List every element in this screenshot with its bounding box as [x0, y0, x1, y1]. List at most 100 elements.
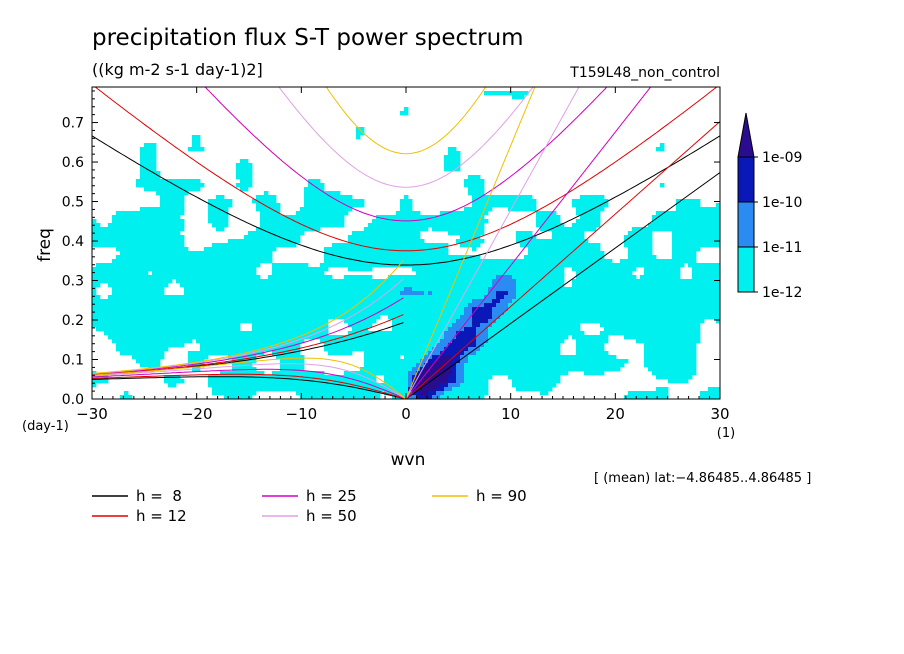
power-cell	[108, 271, 113, 276]
power-cell	[212, 351, 217, 356]
power-cell	[224, 319, 229, 324]
power-cell	[700, 219, 705, 224]
power-cell	[224, 323, 229, 328]
power-cell	[420, 263, 425, 268]
power-cell	[156, 279, 161, 284]
power-cell	[656, 327, 661, 332]
power-cell	[384, 223, 389, 228]
power-cell	[416, 279, 421, 284]
power-cell	[624, 303, 629, 308]
power-cell	[224, 327, 229, 332]
power-cell	[144, 351, 149, 356]
power-cell	[136, 251, 141, 256]
power-cell	[508, 259, 513, 264]
power-cell	[556, 299, 561, 304]
power-cell	[524, 347, 529, 352]
power-cell	[176, 299, 181, 304]
power-cell	[216, 263, 221, 268]
power-cell	[648, 291, 653, 296]
power-cell	[232, 283, 237, 288]
power-cell	[108, 327, 113, 332]
power-cell	[628, 279, 633, 284]
power-cell	[272, 319, 277, 324]
power-cell	[556, 223, 561, 228]
power-cell	[580, 279, 585, 284]
power-cell	[556, 323, 561, 328]
power-cell	[564, 263, 569, 268]
power-cell	[680, 243, 685, 248]
power-cell	[156, 267, 161, 272]
power-cell	[696, 307, 701, 312]
power-cell	[172, 255, 177, 260]
power-cell	[268, 347, 273, 352]
power-cell	[628, 295, 633, 300]
power-cell	[548, 219, 553, 224]
power-cell	[432, 263, 437, 268]
power-cell	[564, 231, 569, 236]
power-cell	[304, 323, 309, 328]
power-cell	[688, 219, 693, 224]
power-cell	[640, 259, 645, 264]
power-cell	[472, 247, 477, 252]
power-cell	[644, 295, 649, 300]
power-cell	[600, 195, 605, 200]
power-cell	[332, 191, 337, 196]
power-cell	[440, 255, 445, 260]
power-cell	[664, 219, 669, 224]
power-cell	[220, 199, 225, 204]
power-cell	[304, 299, 309, 304]
power-cell	[680, 231, 685, 236]
power-cell	[120, 227, 125, 232]
power-cell	[344, 319, 349, 324]
power-cell	[508, 295, 513, 300]
power-cell	[348, 199, 353, 204]
power-cell	[556, 283, 561, 288]
power-cell	[512, 347, 517, 352]
power-cell	[388, 235, 393, 240]
power-cell	[512, 91, 517, 96]
power-cell	[320, 327, 325, 332]
power-cell	[260, 207, 265, 212]
power-cell	[432, 347, 437, 352]
power-cell	[188, 187, 193, 192]
power-cell	[500, 275, 505, 280]
power-cell	[148, 267, 153, 272]
power-cell	[320, 331, 325, 336]
power-cell	[544, 223, 549, 228]
power-cell	[672, 267, 677, 272]
power-cell	[336, 195, 341, 200]
power-cell	[520, 347, 525, 352]
power-cell	[192, 179, 197, 184]
power-cell	[356, 343, 361, 348]
power-cell	[292, 323, 297, 328]
power-cell	[588, 247, 593, 252]
power-cell	[408, 259, 413, 264]
power-cell	[168, 183, 173, 188]
power-cell	[276, 319, 281, 324]
power-cell	[368, 319, 373, 324]
power-cell	[476, 311, 481, 316]
power-cell	[288, 283, 293, 288]
power-cell	[228, 251, 233, 256]
power-cell	[672, 211, 677, 216]
power-cell	[620, 263, 625, 268]
power-cell	[376, 279, 381, 284]
power-cell	[588, 311, 593, 316]
power-cell	[244, 335, 249, 340]
power-cell	[564, 299, 569, 304]
power-cell	[240, 315, 245, 320]
power-cell	[452, 263, 457, 268]
power-cell	[300, 303, 305, 308]
power-cell	[424, 275, 429, 280]
power-cell	[384, 247, 389, 252]
power-cell	[660, 219, 665, 224]
power-cell	[296, 291, 301, 296]
power-cell	[592, 243, 597, 248]
power-cell	[272, 291, 277, 296]
power-cell	[176, 315, 181, 320]
power-cell	[644, 327, 649, 332]
power-cell	[716, 215, 720, 220]
power-cell	[308, 319, 313, 324]
power-cell	[372, 231, 377, 236]
power-cell	[96, 315, 101, 320]
